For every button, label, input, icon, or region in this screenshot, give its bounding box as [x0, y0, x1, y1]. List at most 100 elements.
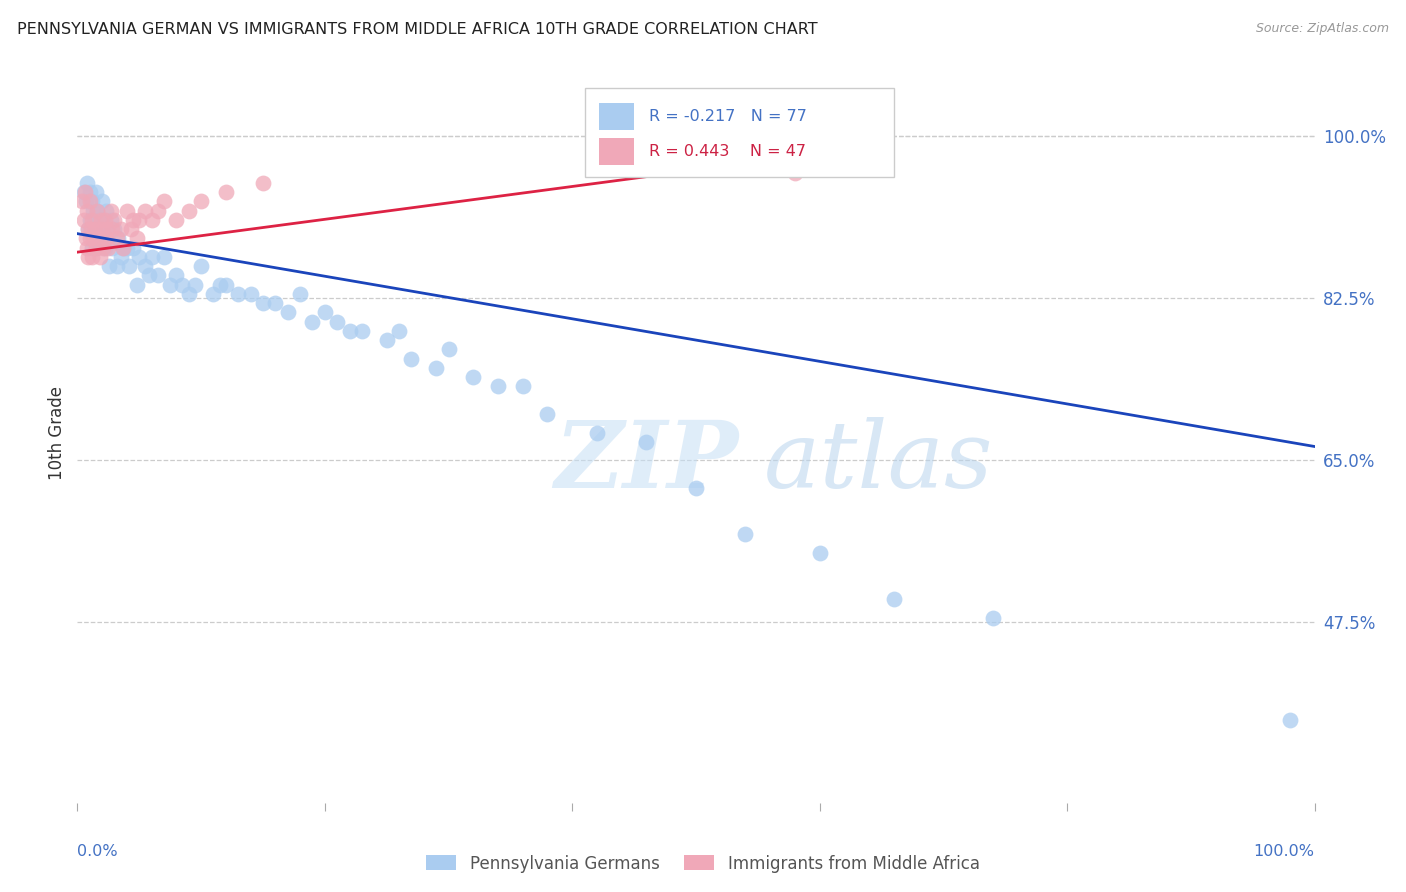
- Point: [437, 343, 460, 357]
- Point: [91, 240, 114, 255]
- Point: [190, 194, 212, 209]
- Point: [84, 185, 107, 199]
- Point: [215, 185, 238, 199]
- Point: [77, 222, 100, 236]
- Point: [159, 277, 181, 292]
- Point: [112, 240, 135, 255]
- Point: [339, 324, 361, 338]
- Point: [134, 259, 156, 273]
- Point: [112, 240, 135, 255]
- Point: [82, 212, 104, 227]
- Point: [172, 277, 194, 292]
- Point: [463, 370, 485, 384]
- Point: [91, 212, 114, 227]
- Point: [76, 176, 98, 190]
- Point: [103, 212, 125, 227]
- Point: [685, 481, 707, 495]
- Point: [128, 212, 150, 227]
- Point: [118, 259, 141, 273]
- Point: [486, 379, 509, 393]
- Point: [226, 286, 249, 301]
- Point: [115, 240, 138, 255]
- Point: [82, 203, 104, 218]
- Point: [77, 250, 100, 264]
- Point: [72, 185, 94, 199]
- Point: [165, 268, 187, 283]
- Point: [87, 222, 110, 236]
- Point: [141, 212, 163, 227]
- Point: [105, 231, 128, 245]
- Point: [100, 203, 122, 218]
- Point: [264, 296, 287, 310]
- Point: [72, 194, 94, 209]
- Point: [636, 434, 658, 449]
- Point: [138, 268, 160, 283]
- Point: [96, 222, 118, 236]
- Point: [103, 222, 125, 236]
- Point: [177, 203, 200, 218]
- Y-axis label: 10th Grade: 10th Grade: [48, 385, 66, 480]
- Point: [105, 259, 128, 273]
- FancyBboxPatch shape: [599, 138, 634, 165]
- Point: [80, 222, 103, 236]
- Point: [808, 546, 831, 560]
- Point: [84, 240, 107, 255]
- Point: [536, 407, 558, 421]
- Point: [425, 360, 447, 375]
- Point: [184, 277, 207, 292]
- Point: [110, 222, 132, 236]
- Point: [301, 315, 323, 329]
- Text: Source: ZipAtlas.com: Source: ZipAtlas.com: [1256, 22, 1389, 36]
- Point: [93, 212, 115, 227]
- Text: atlas: atlas: [763, 417, 994, 508]
- Text: 100.0%: 100.0%: [1254, 844, 1315, 858]
- Point: [146, 203, 169, 218]
- Point: [90, 212, 112, 227]
- Point: [783, 166, 806, 180]
- Point: [89, 212, 111, 227]
- Point: [288, 286, 311, 301]
- Point: [82, 194, 104, 209]
- Point: [91, 194, 114, 209]
- Point: [75, 194, 97, 209]
- Text: PENNSYLVANIA GERMAN VS IMMIGRANTS FROM MIDDLE AFRICA 10TH GRADE CORRELATION CHAR: PENNSYLVANIA GERMAN VS IMMIGRANTS FROM M…: [17, 22, 817, 37]
- Point: [93, 240, 115, 255]
- Point: [83, 222, 105, 236]
- Point: [72, 212, 94, 227]
- Text: R = -0.217   N = 77: R = -0.217 N = 77: [650, 109, 807, 124]
- Point: [79, 231, 101, 245]
- Point: [94, 203, 117, 218]
- Point: [110, 250, 132, 264]
- Point: [208, 277, 231, 292]
- Point: [79, 194, 101, 209]
- Point: [101, 222, 124, 236]
- Point: [314, 305, 336, 319]
- Point: [94, 231, 117, 245]
- Point: [734, 527, 756, 541]
- Point: [80, 222, 103, 236]
- Point: [84, 240, 107, 255]
- Point: [98, 259, 121, 273]
- Point: [89, 250, 111, 264]
- Point: [1278, 713, 1301, 727]
- Point: [86, 203, 108, 218]
- Point: [326, 315, 349, 329]
- Point: [177, 286, 200, 301]
- Point: [90, 231, 112, 245]
- Point: [100, 212, 122, 227]
- Point: [97, 240, 120, 255]
- Point: [87, 231, 110, 245]
- Point: [77, 222, 100, 236]
- Point: [134, 203, 156, 218]
- Point: [120, 222, 142, 236]
- Point: [122, 212, 145, 227]
- Point: [512, 379, 534, 393]
- Point: [586, 425, 609, 440]
- Point: [97, 222, 120, 236]
- Point: [375, 333, 398, 347]
- Point: [82, 231, 104, 245]
- Point: [128, 250, 150, 264]
- Text: R = 0.443    N = 47: R = 0.443 N = 47: [650, 144, 806, 159]
- Point: [76, 203, 98, 218]
- Point: [239, 286, 262, 301]
